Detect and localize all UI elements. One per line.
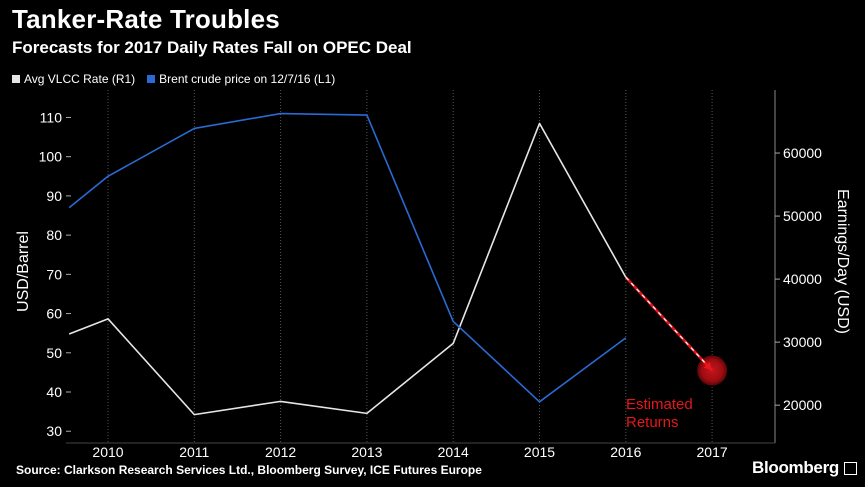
projection-label-line2: Returns [626,414,679,431]
chart-legend: Avg VLCC Rate (R1) Brent crude price on … [12,72,335,86]
legend-swatch-brent [147,75,156,83]
series-line-vlcc [68,122,627,416]
legend-label-vlcc: Avg VLCC Rate (R1) [24,72,136,86]
x-tick-label-2015: 2015 [524,444,555,460]
legend-label-brent: Brent crude price on 12/7/16 (L1) [159,72,336,86]
series-line-brent [68,112,627,403]
projection-dash [625,276,713,371]
chart-subtitle: Forecasts for 2017 Daily Rates Fall on O… [12,38,412,57]
x-tick-label-2016: 2016 [610,444,641,460]
left-tick-label-100: 100 [39,149,63,165]
right-tick-label-20000: 20000 [783,397,822,413]
right-tick-label-60000: 60000 [783,145,822,161]
x-tick-label-2017: 2017 [697,444,728,460]
legend-swatch-vlcc [12,75,20,83]
y-axis-left-label: USD/Barrel [15,231,32,312]
x-tick-label-2013: 2013 [351,444,382,460]
left-tick-label-60: 60 [46,306,62,322]
x-tick-label-2010: 2010 [92,444,123,460]
left-tick-label-50: 50 [46,345,62,361]
left-tick-label-90: 90 [46,188,62,204]
left-tick-label-40: 40 [46,384,62,400]
source-note: Source: Clarkson Research Services Ltd.,… [16,463,482,477]
left-tick-label-70: 70 [46,266,62,282]
legend-item-vlcc: Avg VLCC Rate (R1) [12,72,135,86]
left-tick-label-80: 80 [46,227,62,243]
left-tick-label-110: 110 [40,109,63,125]
projection-label-line1: Estimated [626,396,693,413]
right-tick-label-50000: 50000 [783,208,822,224]
bloomberg-logo-icon [844,462,857,475]
right-tick-label-30000: 30000 [783,334,822,350]
legend-item-brent: Brent crude price on 12/7/16 (L1) [147,72,335,86]
left-tick-label-30: 30 [46,423,62,439]
right-tick-label-40000: 40000 [783,271,822,287]
bloomberg-logo: Bloomberg [751,458,839,477]
chart-title: Tanker-Rate Troubles [12,4,280,34]
y-axis-right-label: Earnings/Day (USD) [834,189,851,334]
x-tick-label-2014: 2014 [438,444,469,460]
x-tick-label-2011: 2011 [179,444,209,460]
projection-arrowhead [703,361,713,371]
x-tick-label-2012: 2012 [265,444,296,460]
